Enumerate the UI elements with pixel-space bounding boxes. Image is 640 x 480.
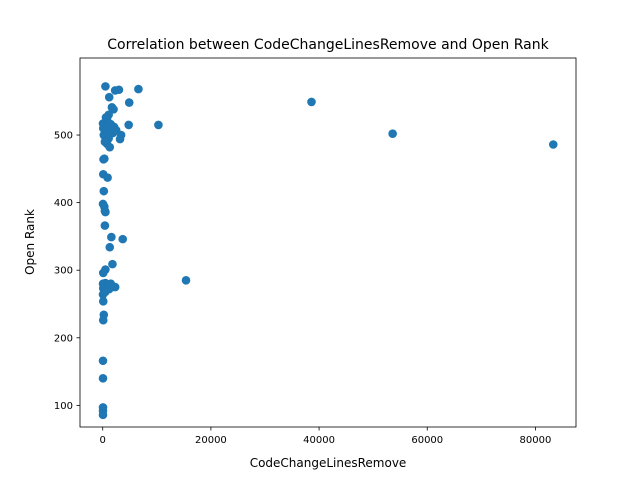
x-axis-label: CodeChangeLinesRemove [250, 456, 407, 470]
x-tick-label: 60000 [411, 435, 443, 446]
data-point [181, 276, 191, 285]
data-point [101, 207, 110, 217]
y-tick-label: 100 [54, 401, 73, 412]
axes: 0 20000 40000 60000 80000 100 200 300 400 500 [54, 57, 577, 446]
data-points [98, 82, 558, 420]
data-point [99, 186, 109, 196]
data-point [98, 297, 108, 306]
data-point [134, 84, 143, 94]
data-point [114, 85, 124, 95]
data-point [101, 287, 110, 297]
data-point [108, 259, 117, 269]
data-point [548, 140, 558, 149]
data-point [388, 129, 397, 138]
chart-title: Correlation between CodeChangeLinesRemov… [107, 37, 549, 53]
data-point [307, 97, 316, 107]
data-point [107, 232, 116, 242]
data-point [104, 92, 114, 102]
data-point [100, 221, 110, 230]
y-tick-label: 200 [54, 333, 73, 344]
x-tick-label: 80000 [520, 435, 552, 446]
x-tick-label: 0 [100, 435, 106, 446]
data-point [118, 234, 128, 244]
data-point [124, 120, 133, 130]
y-axis-label: Open Rank [23, 209, 37, 275]
x-tick-label: 40000 [303, 435, 335, 446]
data-point [98, 410, 108, 420]
data-point [98, 356, 108, 366]
y-tick-label: 300 [54, 266, 73, 277]
y-tick-label: 400 [54, 198, 73, 209]
data-point [103, 173, 112, 182]
data-point [105, 142, 115, 152]
data-point [115, 134, 125, 144]
data-point [101, 82, 110, 91]
data-point [105, 242, 115, 252]
data-point [98, 374, 108, 383]
data-point [124, 98, 134, 107]
y-tick-label: 500 [54, 131, 73, 142]
data-point [98, 268, 108, 278]
data-point [154, 120, 163, 130]
data-point [98, 315, 108, 325]
x-tick-label: 20000 [195, 435, 227, 446]
data-point [100, 154, 109, 163]
plot-frame [79, 57, 577, 428]
